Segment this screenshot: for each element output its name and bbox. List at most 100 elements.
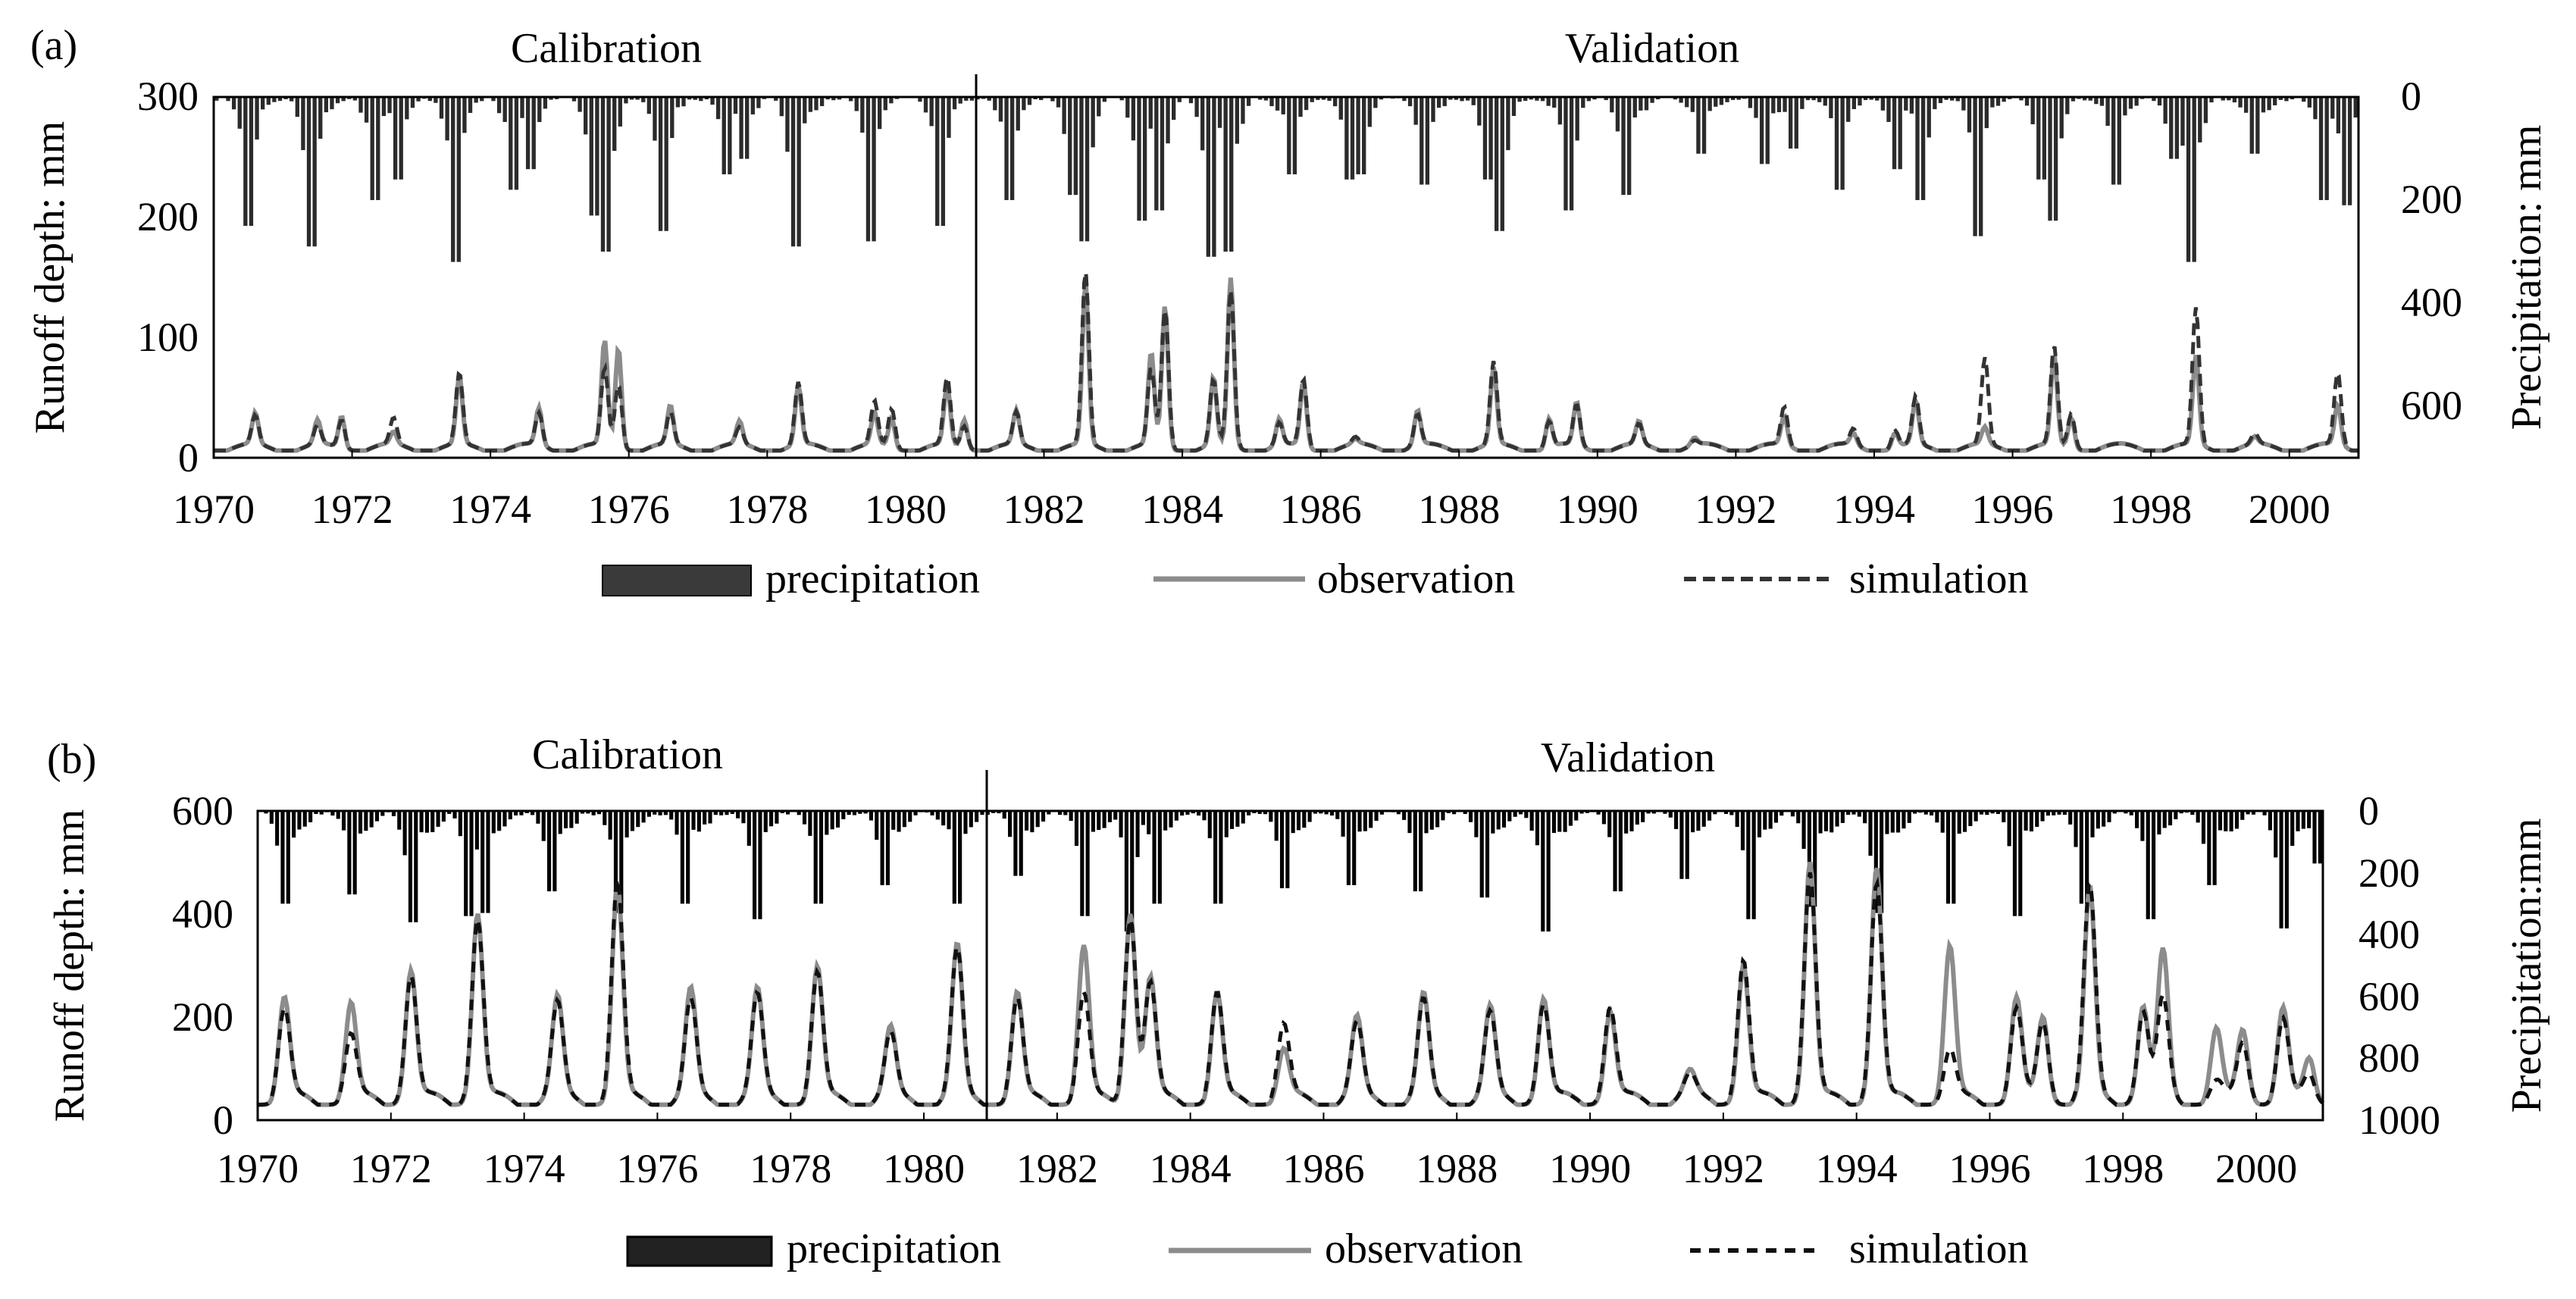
panel-a-precip-bar xyxy=(947,97,951,138)
panel-b-precip-bar xyxy=(1890,811,1895,833)
panel-a-precip-bar xyxy=(1460,97,1464,102)
panel-b-plot-frame xyxy=(256,809,2324,1122)
panel-b-precip-bar xyxy=(1335,811,1340,819)
panel-b-precip-bar xyxy=(1346,811,1351,885)
panel-a-precip-bar xyxy=(600,97,606,252)
panel-b-precip-bar xyxy=(1063,811,1068,815)
panel-b-precip-bar xyxy=(1241,811,1245,824)
panel-b-precip-bar xyxy=(1729,811,1734,815)
panel-a-precip-bar xyxy=(837,97,842,100)
panel-b-precip-bar xyxy=(1152,811,1157,904)
panel-b-y-label: Runoff depth: mm xyxy=(46,809,93,1122)
panel-a-precip-bar xyxy=(739,97,743,159)
panel-a-y-tick: 300 xyxy=(137,74,199,119)
panel-b-precip-bar xyxy=(1930,811,1934,815)
panel-b-precip-bar xyxy=(869,811,874,821)
panel-b-precip-bar xyxy=(1230,811,1235,829)
panel-b-precip-bar xyxy=(1307,811,1312,822)
panel-a-precip-bar xyxy=(1350,97,1355,180)
panel-a-precip-bar xyxy=(1858,97,1862,106)
panel-a-precip-bar xyxy=(2152,97,2156,102)
panel-b-precip-bar xyxy=(1246,811,1251,815)
panel-a-precip-bar xyxy=(658,97,663,231)
panel-a-precip-bar xyxy=(255,97,259,140)
panel-a-precip-bar xyxy=(1886,97,1891,122)
panel-a-precip-bar xyxy=(653,97,657,141)
panel-a-precip-bar xyxy=(1748,97,1753,108)
panel-a-precip-bar xyxy=(675,97,681,108)
panel-a-precip-bar xyxy=(1269,97,1274,107)
panel-b-precip-bar xyxy=(636,811,640,828)
panel-a-precip-bar xyxy=(710,97,715,105)
panel-a-precip-bar xyxy=(664,97,668,231)
panel-b-y2-tick: 200 xyxy=(2358,850,2420,896)
panel-a-precip-bar xyxy=(1575,97,1579,141)
panel-b-precip-bar xyxy=(980,811,984,815)
panel-a-precip-bar xyxy=(975,97,980,100)
panel-b-precip-bar xyxy=(297,811,302,830)
panel-b-precip-bar xyxy=(1501,811,1507,828)
panel-a-precip-bar xyxy=(491,97,496,102)
panel-a-precip-bar xyxy=(1621,97,1626,196)
panel-a-precip-bar xyxy=(2278,97,2283,100)
panel-b-precip-bar xyxy=(2168,811,2173,826)
panel-a-precip-bar xyxy=(1137,97,1141,221)
panel-b-precip-bar xyxy=(1668,811,1673,818)
panel-a-precip-bar xyxy=(860,97,865,133)
panel-b-precip-bar xyxy=(1419,811,1423,892)
panel-a-precip-bar xyxy=(1068,97,1072,196)
panel-a-precip-bar xyxy=(520,97,524,118)
panel-b-precip-bar xyxy=(491,811,496,834)
panel-b-precip-bar xyxy=(1674,811,1679,829)
panel-b-precip-bar xyxy=(2307,811,2312,828)
panel-a-precip-bar xyxy=(496,97,502,114)
panel-b-validation-label: Validation xyxy=(1541,734,1715,781)
panel-b-precip-bar xyxy=(292,811,296,838)
panel-a-precip-bar xyxy=(1263,97,1269,101)
panel-a-precip-bar xyxy=(624,97,628,104)
panel-a-precip-bar xyxy=(2071,97,2076,102)
panel-b-precip-bar xyxy=(785,811,790,815)
panel-b-precip-bar xyxy=(1868,811,1873,856)
panel-a-y2-axis: 0 200 400 600 xyxy=(2401,74,2462,428)
panel-a-precip-bar xyxy=(214,97,219,101)
panel-b-precip-bar xyxy=(1990,811,1995,814)
panel-b-precip-bar xyxy=(1319,811,1323,814)
panel-a-precip-bar xyxy=(2243,97,2249,113)
panel-a-precip-bar xyxy=(2209,97,2214,103)
panel-b-precip-bar xyxy=(1219,811,1223,904)
panel-b-precip-bar xyxy=(1757,811,1762,837)
panel-b-precip-bar xyxy=(780,811,784,814)
panel-a-precip-bar xyxy=(1736,97,1741,100)
panel-b-precip-bar xyxy=(1269,811,1273,822)
panel-b-precip-bar xyxy=(2062,811,2067,815)
panel-b-precip-bar xyxy=(1635,811,1639,825)
panel-a-precip-bar xyxy=(646,97,652,114)
panel-a-precip-bar xyxy=(1880,97,1886,111)
panel-a-precip-bar xyxy=(825,97,830,100)
panel-b-y2-axis: 0 200 400 600 800 1000 xyxy=(2358,788,2440,1143)
panel-b-precip-bar xyxy=(574,811,579,824)
panel-a-precip-bar xyxy=(2053,97,2058,221)
panel-a-precip-bar xyxy=(993,97,997,111)
panel-b-precip-bar xyxy=(1513,811,1517,817)
panel-a-precip-bar xyxy=(1050,97,1055,102)
panel-a-precip-bar xyxy=(2105,97,2110,126)
panel-a-precip-bar xyxy=(439,97,444,119)
panel-a-precip-bar xyxy=(2313,97,2318,120)
panel-b-precip-bar xyxy=(563,811,568,828)
panel-a-precip-bar xyxy=(549,97,553,100)
panel-b-precip-bar xyxy=(935,811,940,820)
panel-b-precip-bar xyxy=(1163,811,1168,831)
panel-b-precip-bar xyxy=(958,811,962,904)
panel-b-precip-bar xyxy=(1379,811,1384,815)
panel-b-precip-bar xyxy=(603,811,607,825)
panel-a-precip-bar xyxy=(1535,97,1539,101)
panel-b-precip-bar xyxy=(569,811,574,828)
panel-a-y-tick: 0 xyxy=(178,435,199,480)
panel-b-precip-bar xyxy=(2107,811,2111,822)
panel-a-x-tick: 1986 xyxy=(1280,487,1362,532)
panel-a-precip-bar xyxy=(358,97,363,113)
panel-a-precip-bar xyxy=(1431,97,1435,122)
panel-b-y2-tick: 0 xyxy=(2358,788,2379,834)
